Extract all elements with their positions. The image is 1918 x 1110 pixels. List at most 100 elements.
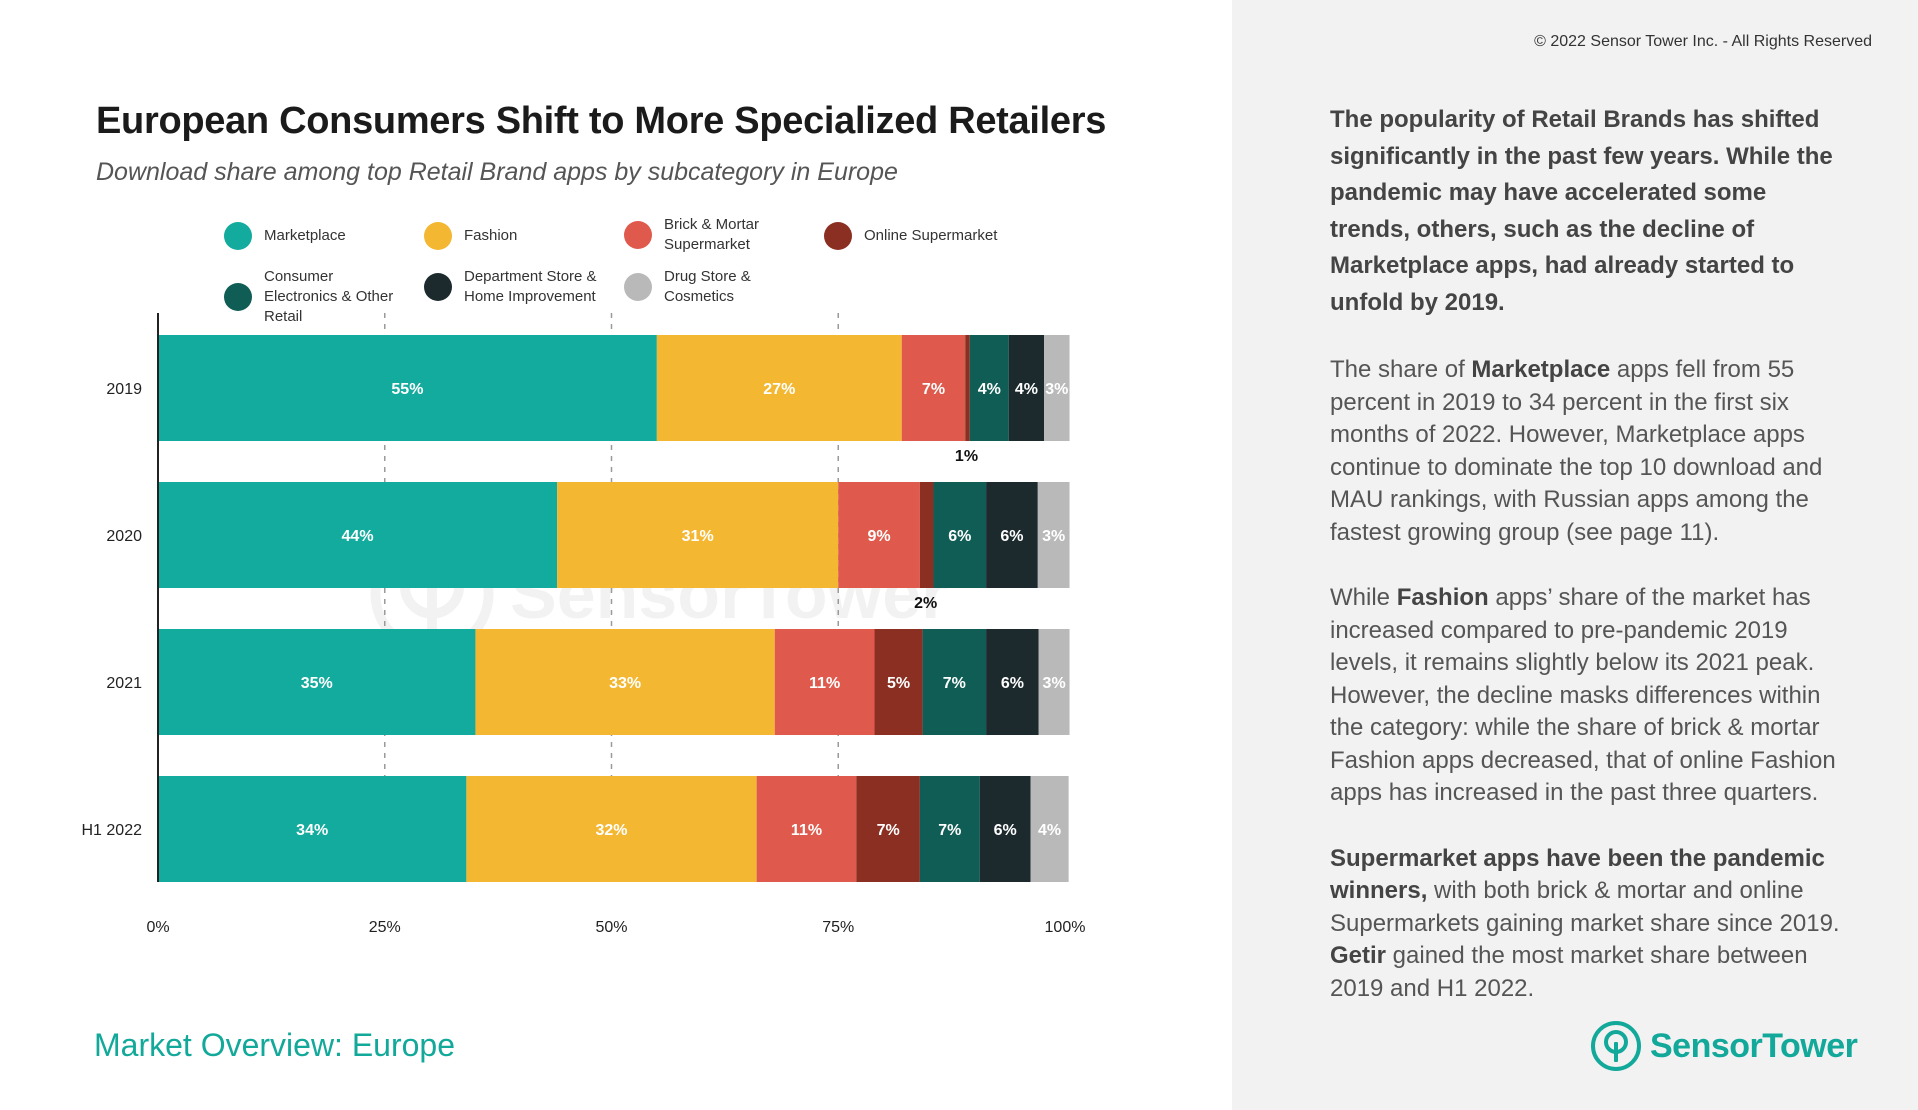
bar-segment [1037,482,1070,588]
text-run: apps’ share of the market has increased … [1330,584,1836,806]
sensor-tower-icon [1591,1021,1641,1071]
legend-item-online-supermarket: Online Supermarket [824,222,1034,250]
data-label: 44% [342,528,374,545]
data-label: 33% [609,675,641,692]
legend-item-drug-store: Drug Store & Cosmetics [624,267,759,307]
bar-segment [933,482,987,588]
chart-subtitle: Download share among top Retail Brand ap… [96,158,898,186]
bar-segment [922,629,987,735]
data-label: 3% [1043,675,1066,692]
data-label: 35% [301,675,333,692]
legend-label: Drug Store & Cosmetics [664,268,751,305]
text-run: with both brick & mortar and online Supe… [1330,877,1840,937]
text-emphasis: Fashion [1396,584,1489,611]
chart-legend: Marketplace Fashion Brick & Mortar Super… [0,0,1100,325]
bar-segment [466,776,757,882]
legend-label: Marketplace [264,227,346,244]
data-label: 1% [955,448,978,465]
data-label: 3% [1045,381,1068,398]
legend-label: Consumer Electronics & Other Retail [264,268,394,325]
data-label: 4% [978,381,1001,398]
bar-segment [919,482,934,588]
bar-segment [475,629,775,735]
data-label: 6% [994,822,1017,839]
legend-swatch [424,222,452,250]
bar-segment [774,629,875,735]
bar-segment [656,335,902,441]
commentary-paragraph-supermarket: Supermarket apps have been the pandemic … [1330,843,1850,1006]
legend-swatch [624,273,652,301]
data-label: 7% [922,381,945,398]
bar-segment [979,776,1031,882]
bar-segment [919,776,980,882]
bar-segment [158,629,476,735]
stacked-bar-chart: 55% 27% 7% 1% 4% 4% 3% 2019 44% 31% 9% 2% 6% 6% 3% 2020… [82,313,1086,936]
x-tick-label: 75% [822,919,854,936]
bar-segment [874,629,923,735]
text-run: While [1330,584,1397,611]
data-label: 3% [1042,528,1065,545]
legend-swatch [824,222,852,250]
legend-label: Fashion [464,227,518,244]
copyright-text: © 2022 Sensor Tower Inc. - All Rights Re… [1534,33,1872,50]
data-label: 7% [877,822,900,839]
legend-swatch [424,273,452,301]
x-tick-label: 0% [146,919,169,936]
bar-segment [756,776,857,882]
commentary-lead: The popularity of Retail Brands has shif… [1330,106,1833,316]
text-emphasis: Getir [1330,942,1387,969]
legend-item-department-store: Department Store & Home Improvement [424,267,599,307]
legend-swatch [224,222,252,250]
bar-segment [1038,629,1070,735]
bar-segment [158,482,558,588]
legend-label: Department Store & Home Improvement [464,268,597,305]
text-emphasis: Marketplace [1471,356,1611,383]
bar-segment [856,776,920,882]
commentary-text: The popularity of Retail Brands has shif… [1330,102,1850,1038]
data-label: 11% [809,675,840,692]
legend-swatch [624,221,652,249]
bar-segment [1044,335,1070,441]
data-label: 4% [1038,822,1061,839]
bar-segment [838,482,920,588]
brand-name: SensorTower [1650,1026,1858,1065]
legend-item-fashion: Fashion [424,222,614,250]
data-label: 5% [887,675,910,692]
data-label: 9% [868,528,891,545]
data-label: 55% [391,381,423,398]
bar-segment [986,629,1039,735]
brand-logo: SensorTower [1590,1020,1858,1072]
data-label: 7% [938,822,961,839]
x-tick-label: 50% [595,919,627,936]
commentary-paragraph-fashion: While Fashion apps’ share of the market … [1330,582,1850,810]
bar-segment [901,335,966,441]
data-label: 6% [1000,528,1023,545]
bar-segment [969,335,1009,441]
data-label: 4% [1015,381,1038,398]
data-label: 6% [948,528,971,545]
y-tick-label: 2021 [106,675,142,692]
section-label: Market Overview: Europe [94,1027,456,1063]
commentary-paragraph-marketplace: The share of Marketplace apps fell from … [1330,354,1850,549]
bar-segment [965,335,970,441]
data-label: 7% [943,675,966,692]
data-label: 11% [791,822,822,839]
legend-label: Online Supermarket [864,227,998,244]
y-tick-label: 2020 [106,528,142,545]
chart-title: European Consumers Shift to More Special… [96,100,1107,142]
legend-item-consumer-electronics: Consumer Electronics & Other Retail [224,267,409,327]
x-tick-label: 25% [369,919,401,936]
text-run: The share of [1330,356,1472,383]
y-tick-label: H1 2022 [82,822,143,839]
legend-swatch [224,283,252,311]
text-run: apps fell from 55 percent in 2019 to 34 … [1330,356,1823,546]
bar-segment [986,482,1038,588]
bar-segment [1008,335,1045,441]
legend-label: Brick & Mortar Supermarket [664,216,760,253]
data-label: 27% [763,381,795,398]
data-label: 32% [595,822,627,839]
bar-segment [158,335,657,441]
x-tick-label: 100% [1045,919,1086,936]
data-label: 31% [682,528,714,545]
data-label: 2% [914,595,937,612]
